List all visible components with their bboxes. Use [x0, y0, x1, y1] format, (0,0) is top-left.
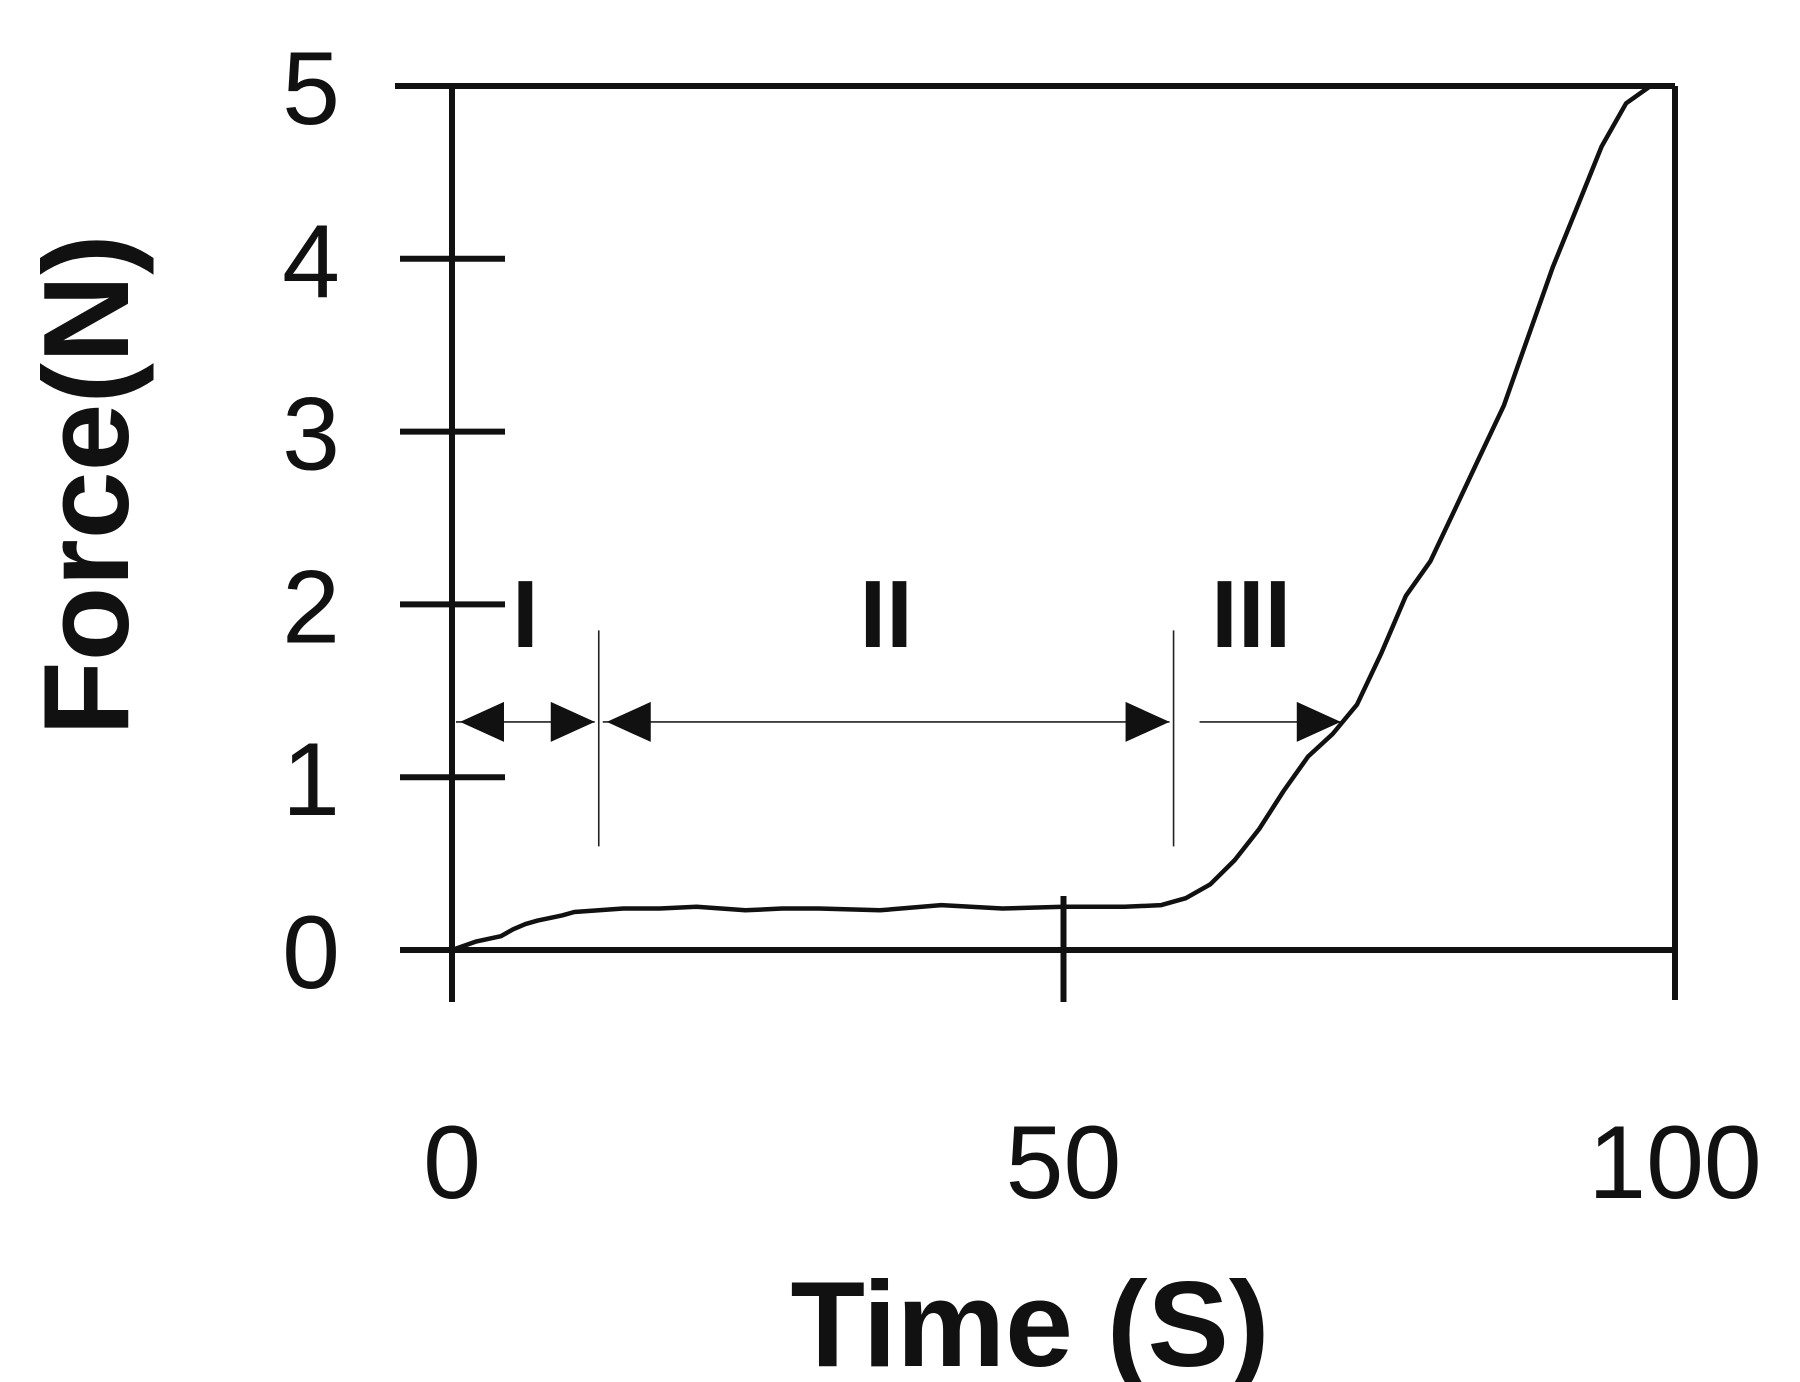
force-series-line	[451, 83, 1675, 953]
region-label: I	[512, 561, 539, 668]
y-tick-label: 2	[282, 549, 340, 665]
region-annotations: I II III	[456, 561, 1341, 847]
y-tick-label: 1	[282, 722, 340, 838]
plot-frame	[395, 83, 1678, 1002]
x-tick-label: 0	[423, 1105, 481, 1221]
y-tick-label: 5	[282, 31, 340, 147]
x-tick-label: 50	[1006, 1105, 1122, 1221]
region-arrowhead	[1125, 701, 1170, 742]
x-axis-title: Time (S)	[790, 1256, 1269, 1382]
axis-ticks	[400, 255, 1067, 1002]
region-arrowhead	[550, 701, 595, 742]
x-tick-label: 100	[1588, 1105, 1762, 1221]
region-arrowhead	[606, 701, 651, 742]
series-layer	[451, 83, 1675, 953]
region-label: II	[859, 561, 912, 668]
region-arrowhead	[1296, 701, 1341, 742]
y-tick-label: 0	[282, 895, 340, 1011]
y-tick-label: 4	[282, 204, 340, 320]
y-axis-title: Force(N)	[18, 234, 154, 736]
region-label: III	[1211, 561, 1291, 668]
region-arrowhead	[460, 701, 504, 742]
y-tick-label: 3	[282, 377, 340, 493]
